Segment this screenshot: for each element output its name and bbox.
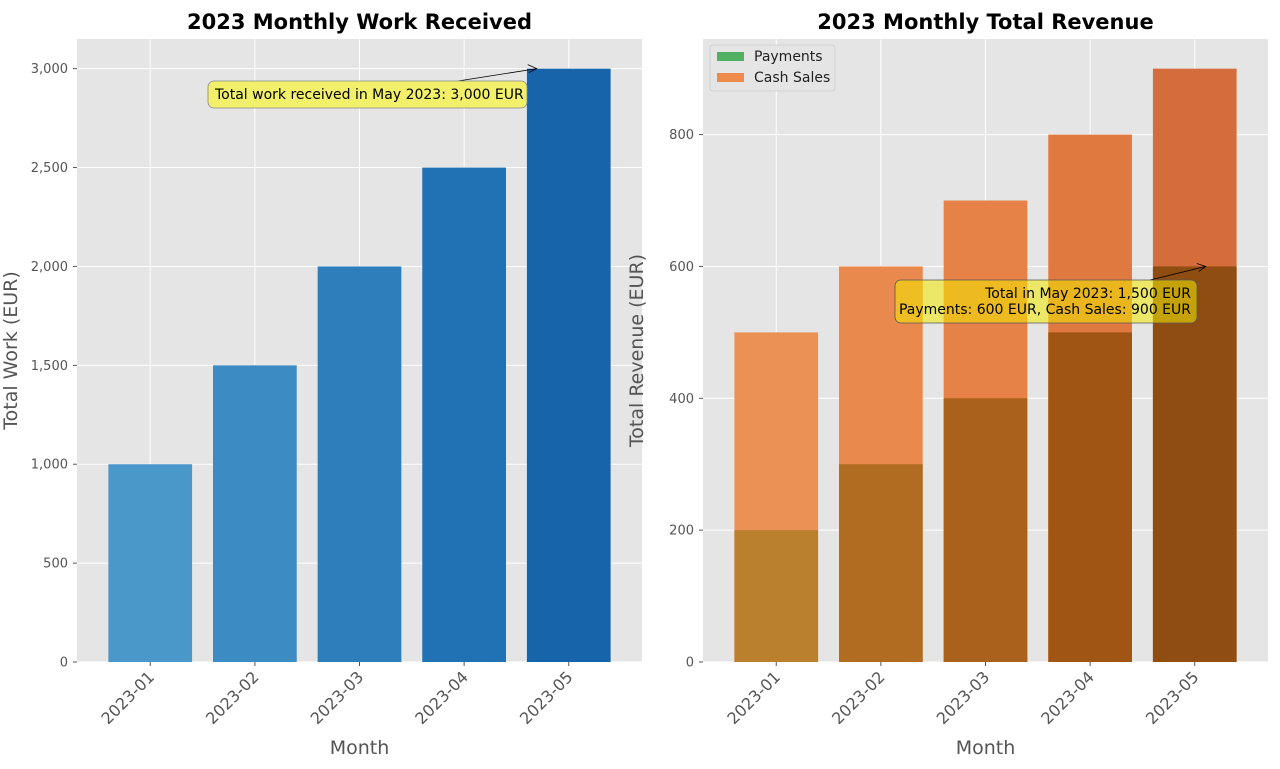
left-annotation: Total work received in May 2023: 3,000 E… [207, 64, 538, 109]
x-tick-label: 2023-01 [97, 667, 158, 728]
left-annotation-arrow [457, 68, 537, 82]
left-y-ticks: 0 500 1,000 1,500 2,000 2,500 3,000 [31, 62, 77, 671]
legend-label-payments: Payments [754, 49, 823, 65]
x-tick-label: 2023-05 [516, 667, 577, 728]
y-tick-label: 800 [669, 128, 694, 143]
y-tick-label: 3,000 [31, 62, 68, 77]
y-tick-label: 500 [43, 557, 68, 572]
legend-label-cash-sales: Cash Sales [754, 70, 830, 86]
bar-2023-05 [526, 68, 611, 662]
x-tick-label: 2023-01 [723, 667, 784, 728]
right-y-axis-label: Total Revenue (EUR) [626, 254, 648, 448]
right-y-ticks: 0 200 400 600 800 [669, 128, 703, 671]
y-tick-label: 200 [669, 524, 694, 539]
legend-swatch-cash-sales [717, 73, 744, 82]
right-annotation-line-2: Payments: 600 EUR, Cash Sales: 900 EUR [899, 302, 1191, 318]
y-tick-label: 1,500 [31, 359, 68, 374]
left-annotation-arrowhead [527, 64, 538, 74]
right-x-axis-label: Month [956, 737, 1016, 759]
x-tick-label: 2023-03 [933, 667, 994, 728]
left-bars [108, 68, 611, 663]
bar-payments-2023-03 [943, 398, 1028, 662]
right-annotation-box [894, 279, 1198, 324]
right-legend: Payments Cash Sales [709, 44, 836, 92]
y-tick-label: 2,500 [31, 161, 68, 176]
bar-2023-02 [213, 365, 297, 662]
right-annotation-line-1: Total in May 2023: 1,500 EUR [984, 286, 1191, 302]
bar-payments-2023-05 [1152, 266, 1237, 662]
x-tick-label: 2023-04 [1037, 667, 1098, 728]
left-chart-title: 2023 Monthly Work Received [187, 10, 532, 34]
bar-2023-04 [422, 167, 506, 663]
y-tick-label: 1,000 [31, 458, 68, 473]
x-tick-label: 2023-02 [202, 667, 263, 728]
left-x-axis-label: Month [330, 737, 390, 759]
x-tick-label: 2023-02 [828, 667, 889, 728]
right-annotation-arrow [1149, 266, 1206, 281]
legend-swatch-payments [717, 52, 744, 61]
right-annotation: Total in May 2023: 1,500 EUR Payments: 6… [894, 263, 1207, 324]
bar-2023-01 [108, 464, 193, 662]
bar-2023-03 [317, 266, 402, 662]
right-annotation-arrowhead [1196, 263, 1207, 272]
left-y-axis-label: Total Work (EUR) [0, 271, 22, 431]
y-tick-label: 0 [60, 656, 68, 671]
bar-payments-2023-01 [734, 530, 819, 662]
y-tick-label: 600 [669, 260, 694, 275]
left-annotation-box [207, 80, 528, 109]
x-tick-label: 2023-03 [307, 667, 368, 728]
bar-payments-2023-02 [839, 464, 923, 662]
y-tick-label: 0 [686, 656, 694, 671]
right-chart-title: 2023 Monthly Total Revenue [817, 10, 1153, 34]
x-tick-label: 2023-05 [1142, 667, 1203, 728]
right-x-ticks: 2023-01 2023-02 2023-03 2023-04 2023-05 [723, 662, 1203, 728]
left-x-ticks: 2023-01 2023-02 2023-03 2023-04 2023-05 [97, 662, 577, 728]
x-tick-label: 2023-04 [411, 667, 472, 728]
right-bars-payments [734, 266, 1237, 662]
bar-payments-2023-04 [1048, 332, 1132, 662]
y-tick-label: 2,000 [31, 260, 68, 275]
y-tick-label: 400 [669, 392, 694, 407]
left-annotation-text: Total work received in May 2023: 3,000 E… [214, 87, 524, 103]
